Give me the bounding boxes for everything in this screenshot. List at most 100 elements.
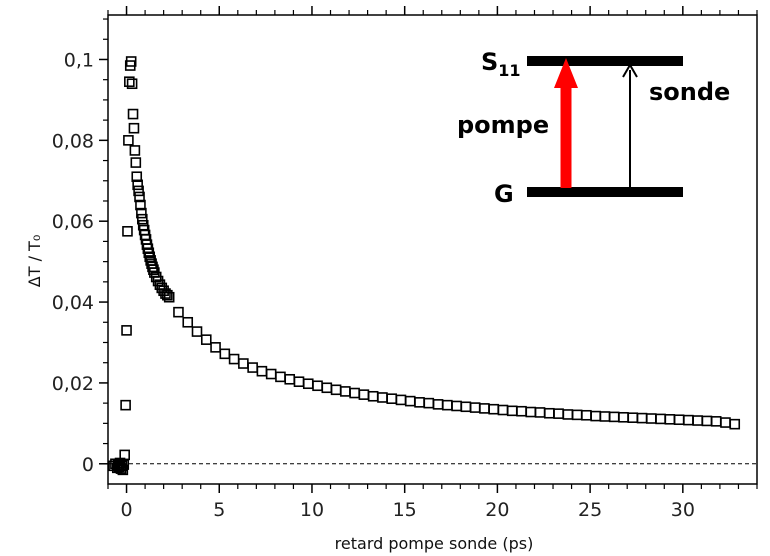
data-point — [683, 414, 694, 426]
energy-diagram-inset: S11 G pompe sonde — [457, 48, 730, 208]
data-point — [608, 411, 620, 423]
data-point — [358, 389, 370, 400]
data-point — [321, 382, 333, 394]
upper-level-label: S11 — [481, 48, 521, 80]
data-point — [581, 409, 592, 421]
data-point — [124, 76, 135, 88]
x-tick-label: 15 — [393, 499, 417, 521]
data-point — [256, 365, 268, 377]
data-point — [123, 135, 134, 146]
data-point — [590, 410, 601, 422]
data-point — [534, 407, 546, 418]
data-point — [162, 289, 173, 301]
plot-border — [107, 14, 758, 485]
data-point — [125, 56, 137, 67]
data-point — [488, 403, 499, 415]
data-point — [497, 404, 509, 416]
lower-level-label: G — [494, 180, 514, 208]
data-point — [330, 384, 342, 396]
data-point — [148, 264, 159, 276]
data-point — [655, 413, 666, 425]
data-point — [144, 251, 156, 263]
data-point — [479, 403, 490, 414]
data-point — [553, 408, 564, 419]
data-point — [129, 145, 141, 156]
data-point — [664, 414, 676, 425]
data-point — [673, 414, 685, 426]
data-point — [571, 409, 583, 421]
probe-arrow — [622, 63, 638, 188]
data-point — [720, 417, 731, 428]
data-point — [132, 179, 143, 191]
x-tick-label: 25 — [578, 499, 602, 521]
data-point — [692, 415, 703, 426]
data-point — [469, 402, 481, 413]
data-point — [119, 449, 130, 461]
data-point — [377, 392, 388, 403]
data-point — [599, 411, 611, 422]
data-point — [442, 399, 453, 411]
probe-label: sonde — [649, 78, 730, 106]
data-point — [126, 78, 138, 90]
data-point — [516, 405, 527, 417]
data-point — [238, 358, 249, 369]
y-axis-label: ΔT / T₀ — [25, 235, 44, 287]
data-point — [133, 185, 144, 197]
x-tick-label: 10 — [300, 499, 324, 521]
data-point — [701, 415, 713, 427]
data-point — [506, 405, 518, 417]
data-point — [710, 416, 722, 427]
data-point — [544, 407, 555, 419]
data-point — [386, 393, 398, 404]
y-tick-label: 0,1 — [64, 49, 94, 71]
data-point — [121, 325, 132, 336]
data-point — [293, 376, 305, 388]
data-point — [395, 394, 407, 406]
data-point — [562, 409, 574, 420]
data-point — [163, 291, 175, 303]
data-point — [134, 191, 145, 203]
data-point — [127, 108, 139, 120]
data-point — [302, 378, 314, 390]
pump-label: pompe — [457, 111, 549, 139]
data-point — [451, 400, 462, 412]
data-point — [228, 353, 240, 365]
pump-arrow — [554, 58, 578, 188]
data-point — [414, 397, 425, 408]
data-point — [136, 207, 147, 219]
data-point — [182, 316, 194, 328]
data-point — [131, 171, 143, 183]
data-point — [367, 390, 379, 402]
data-point — [120, 399, 131, 411]
data-point — [247, 362, 258, 373]
data-point — [130, 157, 142, 168]
data-point — [191, 326, 203, 337]
data-points — [108, 56, 741, 476]
data-point — [219, 348, 231, 360]
data-point — [135, 199, 146, 211]
data-point — [340, 386, 351, 397]
x-tick-label: 0 — [120, 499, 132, 521]
y-tick-label: 0,04 — [52, 292, 94, 314]
data-point — [312, 380, 323, 392]
data-point — [636, 412, 648, 424]
x-axis-ticks: 0 5 10 15 20 25 30 — [107, 6, 758, 521]
data-point — [200, 334, 212, 345]
data-point — [122, 226, 133, 237]
y-axis-ticks: 0 0,02 0,04 0,06 0,08 0,1 — [52, 18, 108, 476]
data-point — [618, 411, 629, 423]
data-point — [729, 418, 741, 430]
data-point — [265, 368, 277, 380]
x-tick-label: 20 — [485, 499, 509, 521]
data-point — [284, 373, 296, 385]
y-tick-label: 0 — [82, 454, 94, 476]
data-point — [432, 399, 444, 410]
y-tick-label: 0,08 — [52, 130, 94, 152]
data-point — [128, 122, 140, 134]
data-point — [147, 261, 158, 273]
data-point — [173, 306, 184, 318]
data-point — [646, 413, 657, 424]
y-tick-label: 0,06 — [52, 211, 94, 233]
plot-frame — [107, 14, 758, 485]
